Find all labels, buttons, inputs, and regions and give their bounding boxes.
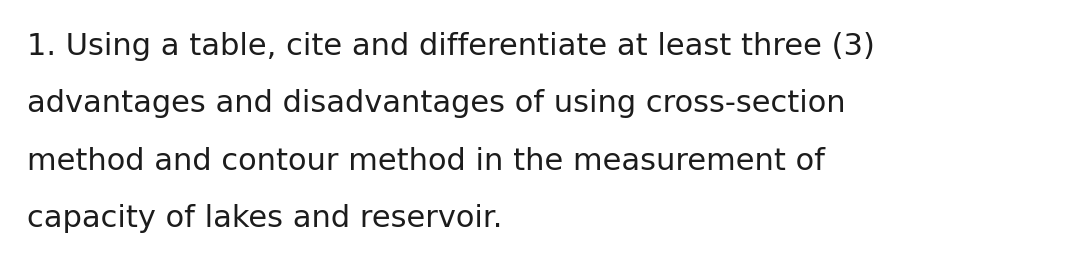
Text: method and contour method in the measurement of: method and contour method in the measure… bbox=[27, 147, 825, 176]
Text: capacity of lakes and reservoir.: capacity of lakes and reservoir. bbox=[27, 204, 502, 233]
Text: 1. Using a table, cite and differentiate at least three (3): 1. Using a table, cite and differentiate… bbox=[27, 32, 875, 61]
Text: advantages and disadvantages of using cross-section: advantages and disadvantages of using cr… bbox=[27, 89, 846, 119]
